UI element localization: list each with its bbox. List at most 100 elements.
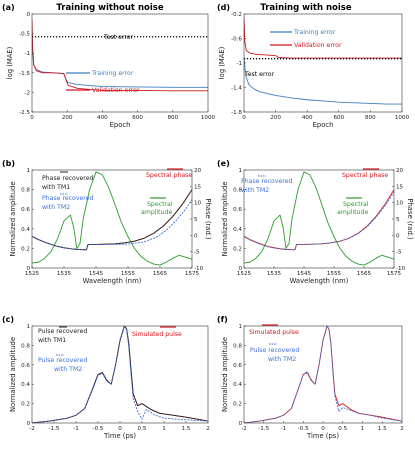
- y-tick-label-d-1: -1.4: [231, 86, 242, 92]
- series-c-1: [32, 326, 208, 423]
- y-tick-label-e-1: 0.2: [233, 246, 242, 252]
- panel-label-b: (b): [2, 159, 15, 168]
- x-tick-label-e-4: 1565: [357, 271, 372, 277]
- y-right-tick-label-b-5: 15: [194, 184, 202, 190]
- y-tick-label-b-3: 0.6: [21, 207, 30, 213]
- series-b-3: [32, 199, 192, 251]
- y-tick-label-a-0: -2.5: [19, 110, 30, 116]
- x-tick-label-a-5: 1000: [201, 115, 216, 121]
- series-d-1: [244, 17, 402, 59]
- x-tick-label-c-7: 1.5: [182, 426, 191, 432]
- x-tick-label-f-8: 2: [400, 426, 404, 432]
- series-e-0: [244, 171, 394, 266]
- panel-label-c: (c): [2, 315, 14, 324]
- x-tick-label-d-1: 200: [270, 115, 281, 121]
- x-tick-label-a-3: 600: [132, 115, 143, 121]
- x-axis-label-b: Wavelength (nm): [83, 277, 142, 285]
- x-tick-label-f-2: -1: [281, 426, 287, 432]
- y-right-tick-label-b-6: 20: [194, 168, 202, 174]
- panel-e: (e) Phase recovered with TM2 Spectral ph…: [217, 159, 388, 216]
- y-tick-label-d-2: -1: [236, 61, 242, 67]
- x-tick-label-a-4: 800: [167, 115, 178, 121]
- x-tick-label-f-6: 1: [361, 426, 365, 432]
- y-right-tick-label-e-5: 15: [396, 184, 404, 190]
- x-tick-label-d-2: 400: [302, 115, 313, 121]
- x-tick-label-e-3: 1555: [327, 271, 342, 277]
- y-right-tick-label-e-4: 10: [396, 201, 404, 207]
- x-tick-label-f-7: 1.5: [378, 426, 387, 432]
- panel-label-f: (f): [217, 315, 228, 324]
- title-d: Training with noise: [260, 3, 351, 13]
- plot-b: 1525 1535 1545 1555 1565 1575 0 0.2 0.4 0.6 0.8 1 -1…: [9, 168, 212, 285]
- x-tick-label-b-1: 1535: [57, 271, 72, 277]
- y-right-tick-label-b-0: -10: [194, 266, 204, 272]
- x-tick-label-f-0: -2: [241, 426, 247, 432]
- y-right-tick-label-b-2: 0: [194, 233, 198, 239]
- x-tick-label-a-1: 200: [62, 115, 73, 121]
- panel-d: (d) Training with noise Training error V…: [217, 3, 352, 78]
- y-tick-label-e-5: 1: [238, 168, 242, 174]
- y-tick-label-a-3: -1: [24, 51, 30, 57]
- y-tick-label-b-5: 1: [26, 168, 30, 174]
- y-axis-label-b: Normalized amplitude: [9, 181, 17, 256]
- x-tick-label-b-4: 1565: [153, 271, 168, 277]
- y-tick-label-e-2: 0.4: [233, 227, 242, 233]
- x-tick-label-b-2: 1545: [89, 271, 104, 277]
- y-right-axis-label-e: Phase (rad.): [406, 198, 414, 240]
- legend-tm2-f-line1: Pulse recovered: [250, 347, 299, 354]
- x-axis-label-a: Epoch: [110, 121, 131, 129]
- y-tick-label-d-0: -1.8: [231, 110, 242, 116]
- legend-tm2-c-line1: Pulse recovered: [38, 357, 87, 364]
- legend-tm1-c-line1: Pulse recovered: [38, 328, 87, 335]
- legend-spectral-amplitude-e-line2: amplitude: [337, 209, 368, 216]
- x-tick-label-b-3: 1555: [121, 271, 136, 277]
- x-tick-label-f-5: 0.5: [338, 426, 347, 432]
- legend-tm2-f-line2: with TM2: [268, 356, 296, 363]
- y-right-axis-label-b: Phase (rad.): [204, 198, 212, 240]
- y-right-tick-label-b-4: 10: [194, 201, 202, 207]
- y-tick-label-a-4: -0.5: [19, 32, 30, 38]
- x-tick-label-c-0: -2: [29, 426, 35, 432]
- y-tick-label-e-3: 0.6: [233, 207, 242, 213]
- y-right-tick-label-e-0: -10: [396, 266, 406, 272]
- legend-tm2-e-line1: Phase recovered: [241, 178, 293, 185]
- x-tick-label-f-3: -0.5: [298, 426, 309, 432]
- y-tick-label-e-4: 0.8: [233, 188, 242, 194]
- annotation-test-error-a: Test error: [103, 34, 134, 41]
- legend-spectral-phase-e: Spectral phase: [342, 172, 388, 179]
- y-right-tick-label-b-1: -5: [194, 250, 200, 256]
- x-tick-label-e-1: 1535: [267, 271, 282, 277]
- y-tick-label-f-2: 0.4: [233, 382, 242, 388]
- legend-spectral-amplitude-b-line1: Spectral: [147, 201, 173, 208]
- panel-label-d: (d): [217, 3, 230, 12]
- y-tick-label-f-0: 0: [238, 421, 242, 427]
- title-a: Training without noise: [56, 3, 163, 13]
- y-axis-label-f: Normalized amplitude: [221, 337, 229, 412]
- panel-c: (c) Pulse recovered with TM1 Pulse recov…: [2, 315, 182, 373]
- legend-spectral-phase-b: Spectral phase: [146, 172, 192, 179]
- plot-a: 0 200 400 600 800 1000 -2.5 -2 -1.5 -1 -0.5 0 Epoch l…: [6, 12, 216, 129]
- axes-frame-a: [31, 13, 209, 113]
- x-tick-label-d-4: 800: [365, 115, 376, 121]
- x-axis-label-f: Time (ps): [306, 432, 339, 440]
- y-axis-label-c: Normalized amplitude: [9, 337, 17, 412]
- x-tick-label-d-5: 1000: [395, 115, 410, 121]
- panel-label-e: (e): [217, 159, 230, 168]
- legend-training-a: Training error: [91, 70, 134, 77]
- legend-validation-a: Validation error: [92, 87, 140, 94]
- y-tick-label-f-1: 0.2: [233, 402, 242, 408]
- x-tick-label-f-4: 0: [321, 426, 325, 432]
- series-f-1: [244, 326, 402, 423]
- series-b-0: [32, 171, 192, 266]
- y-tick-label-f-4: 0.8: [233, 343, 242, 349]
- x-tick-label-a-0: 0: [30, 115, 34, 121]
- y-tick-label-b-0: 0: [26, 266, 30, 272]
- series-d-0: [244, 56, 402, 105]
- y-tick-label-c-5: 1: [26, 324, 30, 330]
- y-right-tick-label-e-3: 5: [396, 217, 400, 223]
- panel-label-a: (a): [2, 3, 15, 12]
- y-tick-label-d-3: -0.6: [231, 37, 242, 43]
- x-tick-label-e-0: 1525: [237, 271, 252, 277]
- legend-tm1-b-line1: Phase recovered: [42, 175, 94, 182]
